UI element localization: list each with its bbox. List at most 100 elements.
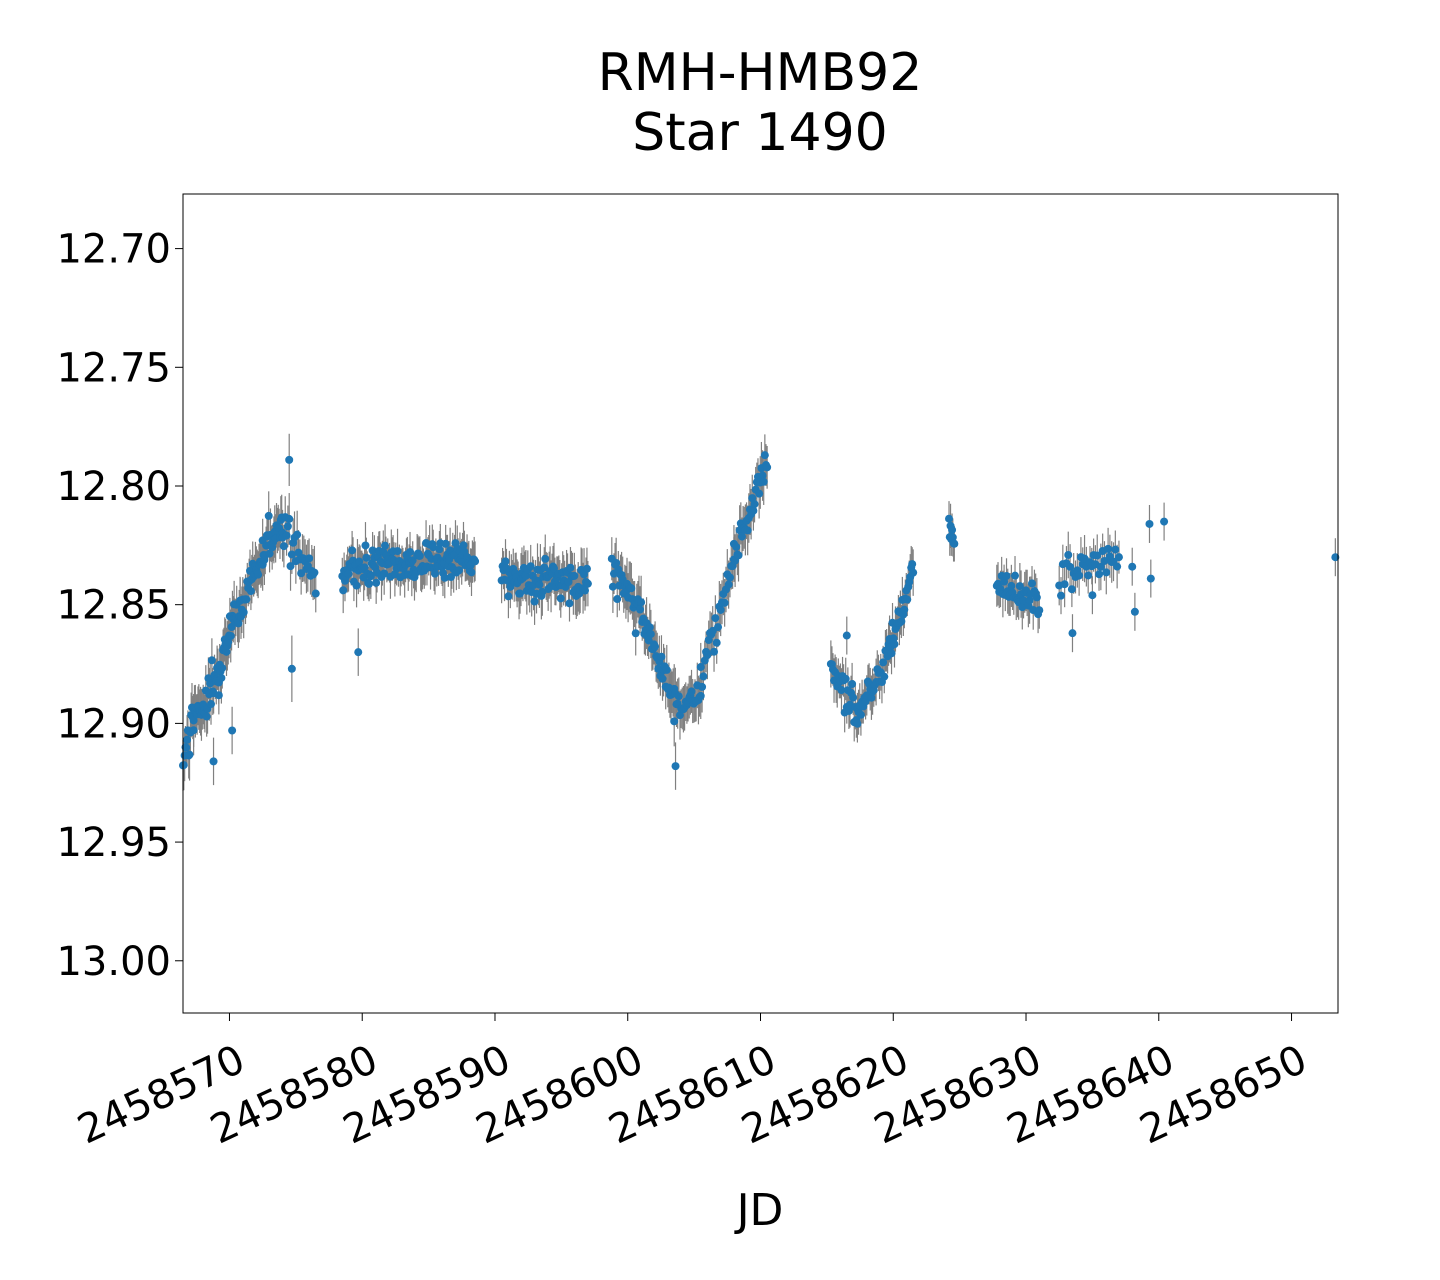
data-point [415,551,424,560]
data-point [696,691,705,700]
data-point [286,562,295,571]
data-point [566,563,575,572]
data-point [182,743,191,752]
data-point [658,674,667,683]
data-point [1128,562,1137,571]
data-point [207,700,216,709]
data-point [228,726,237,735]
data-point [501,557,510,566]
data-point [406,547,415,556]
data-point [239,608,248,617]
data-point [570,571,579,580]
data-point [631,629,640,638]
data-point [900,605,909,614]
data-point [750,500,759,509]
data-point [526,562,535,571]
data-point [651,642,660,651]
data-point [348,546,357,555]
data-point [714,623,723,632]
data-point [1093,551,1102,560]
data-point [352,581,361,590]
data-point [1331,553,1340,562]
data-point [1007,581,1016,590]
data-point [381,541,390,550]
data-point [344,569,353,578]
data-point [222,647,231,656]
data-point [581,586,590,595]
data-point [435,545,444,554]
data-point [637,598,646,607]
data-point [890,640,899,649]
data-point [430,569,439,578]
data-point [856,710,865,719]
data-point [608,582,617,591]
data-point [361,541,370,550]
data-point [716,605,725,614]
data-point [368,546,377,555]
data-point [287,550,296,559]
data-point [224,638,233,647]
data-point [1028,579,1037,588]
data-point [1145,519,1154,528]
data-point [285,514,294,523]
data-point [636,605,645,614]
y-tick-label: 12.70 [56,227,171,273]
data-point [897,617,906,626]
data-point [214,691,223,700]
data-point [355,557,364,566]
data-point [366,572,375,581]
data-point [540,563,549,572]
data-point [541,554,550,563]
data-point [1035,606,1044,615]
data-point [1130,607,1139,616]
data-point [1146,574,1155,583]
data-point [755,489,764,498]
data-point [724,580,733,589]
data-point [908,560,917,569]
data-point [703,650,712,659]
data-point [763,463,772,472]
data-point [471,557,480,566]
data-point [759,477,768,486]
data-point [467,568,476,577]
data-point [909,568,918,577]
chart-title: RMH-HMB92 [598,43,923,103]
data-point [380,569,389,578]
data-point [687,687,696,696]
data-point [662,665,671,674]
data-point [218,664,227,673]
data-point [903,595,912,604]
data-point [242,595,251,604]
data-point [265,549,274,558]
data-point [743,526,752,535]
data-point [670,717,679,726]
data-point [950,539,959,548]
data-point [1104,544,1113,553]
y-tick-label: 12.80 [56,464,171,510]
data-point [429,543,438,552]
data-point [1025,596,1034,605]
data-point [254,570,263,579]
data-point [311,589,320,598]
data-point [1111,545,1120,554]
y-tick-label: 13.00 [56,939,171,985]
data-point [948,525,957,534]
data-point [1068,629,1077,638]
data-point [887,649,896,658]
data-point [246,587,255,596]
data-point [440,573,449,582]
data-point [179,761,188,770]
data-point [657,652,666,661]
y-axis-ticks: 12.70 12.75 12.80 12.85 12.90 12.95 13.00 [56,227,183,985]
data-point [504,592,513,601]
data-point [696,663,705,672]
data-point [1100,556,1109,565]
data-point [613,595,622,604]
data-point [185,750,194,759]
data-point [1019,596,1028,605]
data-point [837,686,846,695]
data-point [283,522,292,531]
data-point [1060,580,1069,589]
data-point [1114,553,1123,562]
data-point [861,697,870,706]
